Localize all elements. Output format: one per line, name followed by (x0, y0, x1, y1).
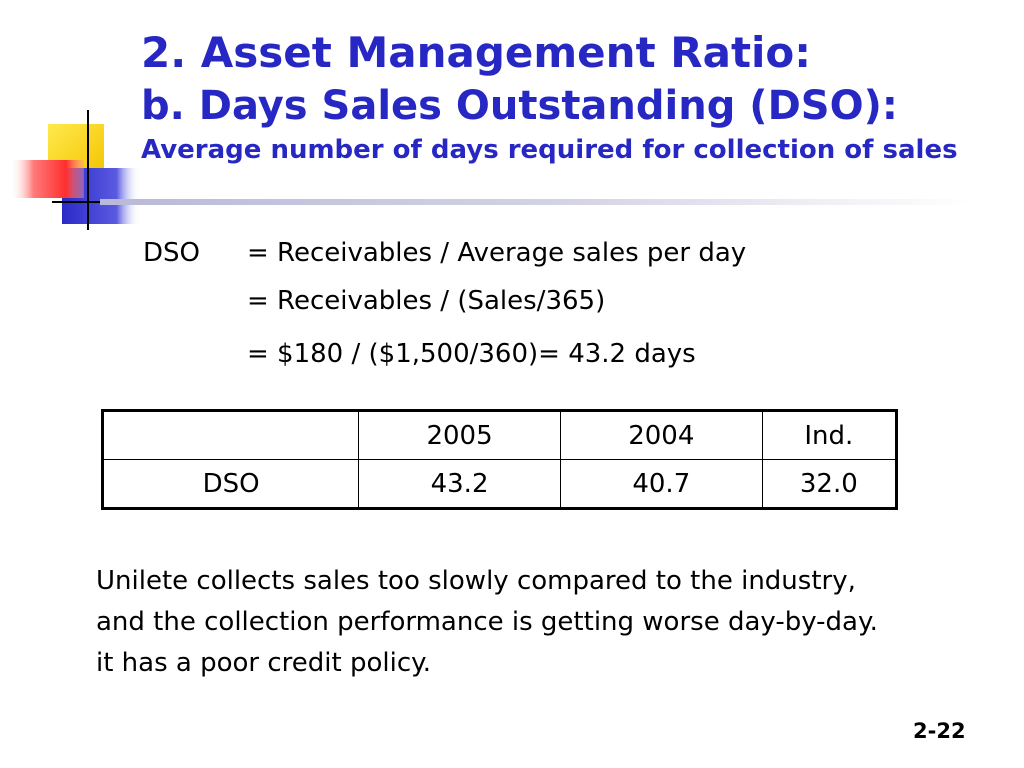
slide-title: 2. Asset Management Ratio: b. Days Sales… (141, 26, 958, 168)
table-cell: 43.2 (358, 459, 561, 509)
table-header-cell: 2004 (559, 410, 763, 460)
table-cell: 40.7 (559, 459, 763, 509)
table-header-row: 2005 2004 Ind. (101, 410, 898, 460)
table-cell: DSO (101, 459, 360, 509)
title-divider (100, 199, 970, 205)
title-main: 2. Asset Management Ratio: (141, 28, 812, 77)
title-subtitle: b. Days Sales Outstanding (DSO): (141, 83, 898, 129)
formula-label: DSO (143, 238, 200, 268)
decorative-logo (12, 110, 140, 230)
table-header-cell (101, 410, 360, 460)
formula-line-3: = $180 / ($1,500/360)= 43.2 days (247, 339, 696, 369)
slide-number: 2-22 (913, 719, 966, 743)
table-header-cell: Ind. (761, 410, 898, 460)
formula-line-1: = Receivables / Average sales per day (247, 238, 747, 268)
table-cell: 32.0 (761, 459, 898, 509)
analysis-note: Unilete collects sales too slowly compar… (96, 566, 878, 678)
table-header-cell: 2005 (358, 410, 561, 460)
dso-table: 2005 2004 Ind. DSO 43.2 40.7 32.0 (101, 409, 898, 510)
table-row: DSO 43.2 40.7 32.0 (101, 459, 898, 509)
title-description: Average number of days required for coll… (141, 135, 958, 165)
formula-line-2: = Receivables / (Sales/365) (247, 286, 606, 316)
